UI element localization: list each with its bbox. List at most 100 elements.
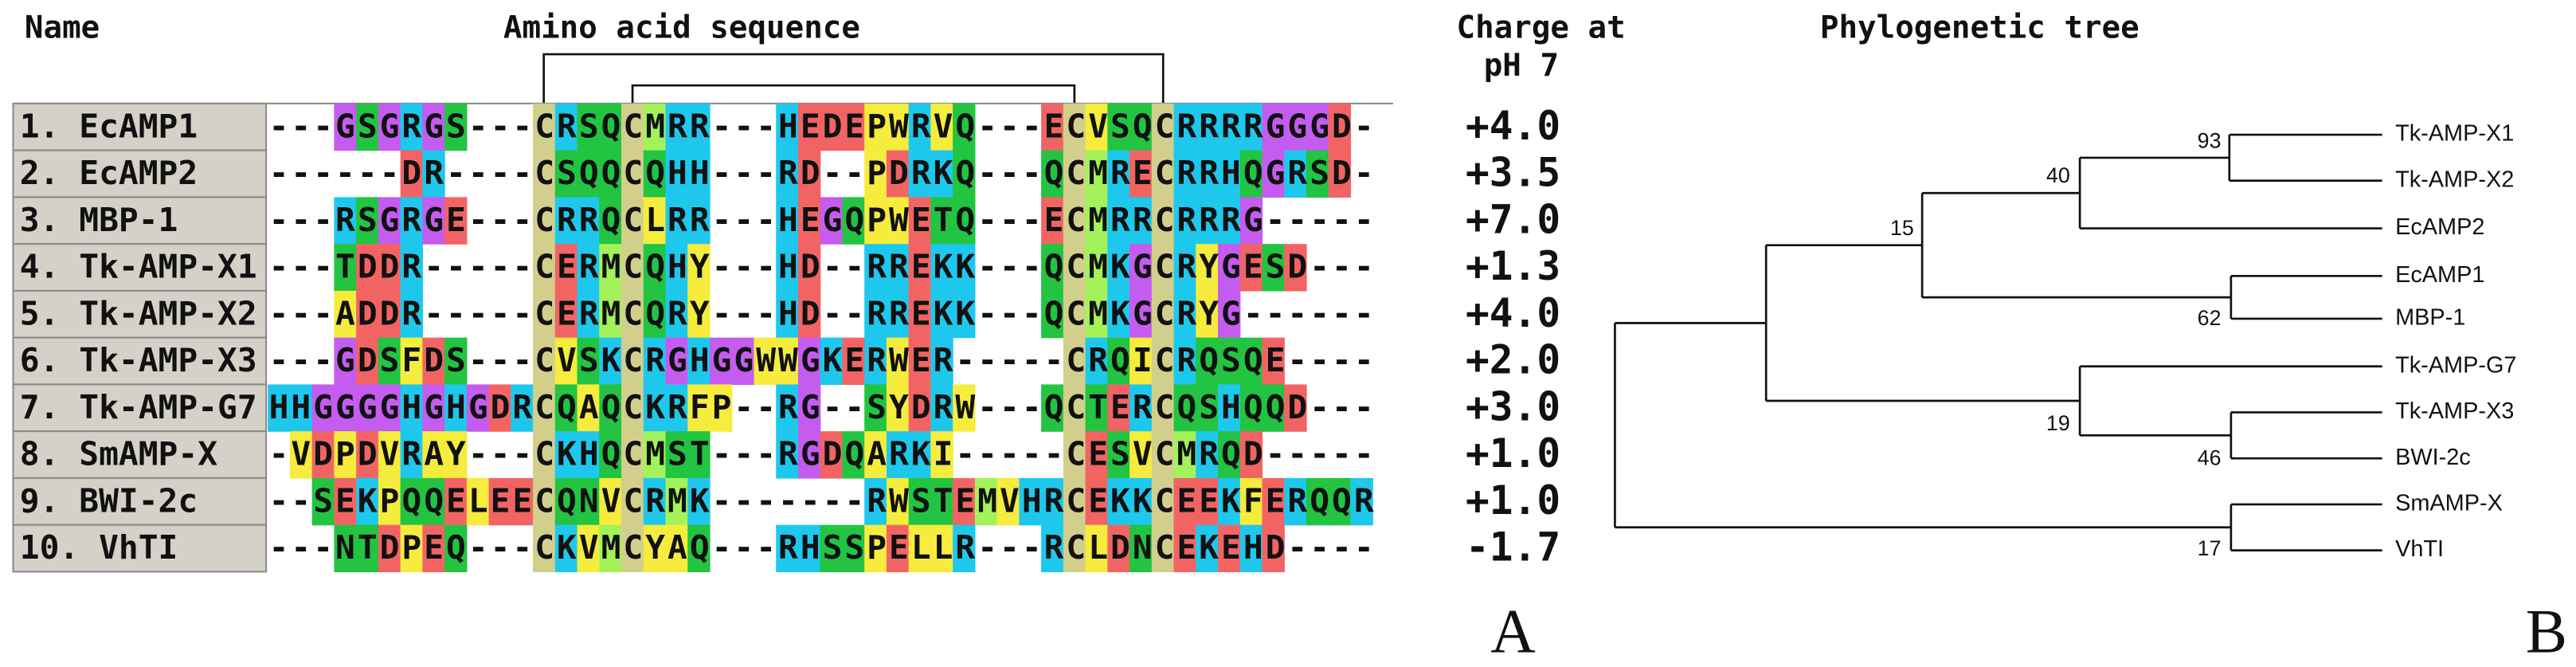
residue-cell (1063, 290, 1086, 339)
charge: +3.5 (1466, 150, 1560, 196)
residue-cell (665, 197, 688, 245)
residue-cell (1173, 103, 1196, 151)
charge-header: pH 7 (1484, 48, 1559, 84)
residue-cell (1262, 524, 1285, 573)
residue-cell (311, 431, 335, 479)
residue-cell (665, 150, 688, 198)
bootstrap: 62 (2198, 306, 2222, 330)
residue-cell (776, 150, 799, 198)
residue-cell (577, 431, 600, 479)
residue-cell (1107, 337, 1130, 386)
residue-cell (422, 431, 445, 479)
residue-cell (930, 524, 953, 573)
residue-cell (554, 524, 578, 573)
residue-cell (1151, 197, 1175, 245)
residue-cell (378, 337, 401, 386)
residue-cell (444, 337, 468, 386)
residue-cell (1151, 103, 1175, 151)
residue-cell (643, 103, 667, 151)
residue-cell (422, 337, 445, 386)
residue-cell (554, 103, 578, 151)
residue-cell (797, 384, 821, 432)
residue-cell (864, 103, 887, 151)
residue-cell (643, 384, 667, 432)
residue-cell (554, 431, 578, 479)
residue-cell (930, 337, 953, 386)
residue-cell (599, 431, 622, 479)
residue-cell (687, 524, 711, 573)
residue-cell (1262, 477, 1285, 526)
residue-cell (334, 431, 357, 479)
residue-cell (1151, 431, 1175, 479)
residue-cell (1239, 477, 1263, 526)
residue-cell (1107, 431, 1130, 479)
residue-cell (820, 103, 844, 151)
residue-cell (1328, 150, 1352, 198)
residue-cell (621, 477, 644, 526)
bootstrap: 17 (2198, 536, 2222, 560)
residue-cell (886, 103, 910, 151)
residue-cell (599, 290, 622, 339)
residue-cell (842, 524, 865, 573)
residue-cell (665, 103, 688, 151)
residue-cell (1063, 431, 1086, 479)
residue-cell (554, 384, 578, 432)
residue-cell (621, 150, 644, 198)
residue-cell (1173, 477, 1196, 526)
residue-cell (488, 477, 511, 526)
residue-cell (554, 150, 578, 198)
residue-cell (665, 290, 688, 339)
charge: +1.3 (1466, 243, 1560, 289)
residue-cell (444, 197, 468, 245)
residue-cell (1129, 431, 1153, 479)
residue-cell (1173, 244, 1196, 292)
residue-cell (1218, 290, 1241, 339)
residue-cell (842, 431, 865, 479)
residue-cell (1085, 431, 1108, 479)
residue-cell (1085, 197, 1108, 245)
residue-cell (599, 150, 622, 198)
residue-cell (1107, 477, 1130, 526)
residue-cell (1218, 477, 1241, 526)
residue-cell (908, 524, 932, 573)
residue-cell (1063, 103, 1086, 151)
residue-cell (1041, 524, 1064, 573)
residue-cell (643, 477, 667, 526)
residue-cell (356, 197, 379, 245)
sequence-name: 9. BWI-2c (20, 481, 198, 520)
residue-cell (533, 150, 556, 198)
residue-cell (599, 244, 622, 292)
residue-cell (953, 384, 976, 432)
residue-cell (1041, 197, 1064, 245)
residue-cell (643, 337, 667, 386)
residue-cell (444, 524, 468, 573)
residue-cell (687, 244, 711, 292)
residue-cell (1306, 103, 1329, 151)
charge: -1.7 (1466, 524, 1560, 571)
residue-cell (1218, 431, 1241, 479)
charge: +1.0 (1466, 430, 1560, 477)
residue-cell (776, 524, 799, 573)
residue-cell (1284, 477, 1307, 526)
residue-cell (886, 431, 910, 479)
residue-cell (356, 290, 379, 339)
residue-cell (820, 431, 844, 479)
residue-cell (687, 431, 711, 479)
residue-cell (400, 150, 423, 198)
residue-cell (1239, 197, 1263, 245)
residue-cell (886, 337, 910, 386)
residue-cell (334, 244, 357, 292)
residue-cell (444, 103, 468, 151)
residue-cell (930, 244, 953, 292)
residue-cell (1173, 290, 1196, 339)
residue-cell (577, 524, 600, 573)
residue-cell (533, 431, 556, 479)
residue-cell (1041, 384, 1064, 432)
residue-cell (1129, 337, 1153, 386)
name-cell (12, 383, 268, 433)
tree: Tk-AMP-X1 Tk-AMP-X2 EcAMP2 EcAMP1 MBP-1 Tk-AM… (1614, 121, 2516, 562)
residue-cell (864, 290, 887, 339)
residue-cell (1129, 384, 1153, 432)
bootstrap: 93 (2198, 129, 2222, 153)
residue-cell (1328, 477, 1352, 526)
